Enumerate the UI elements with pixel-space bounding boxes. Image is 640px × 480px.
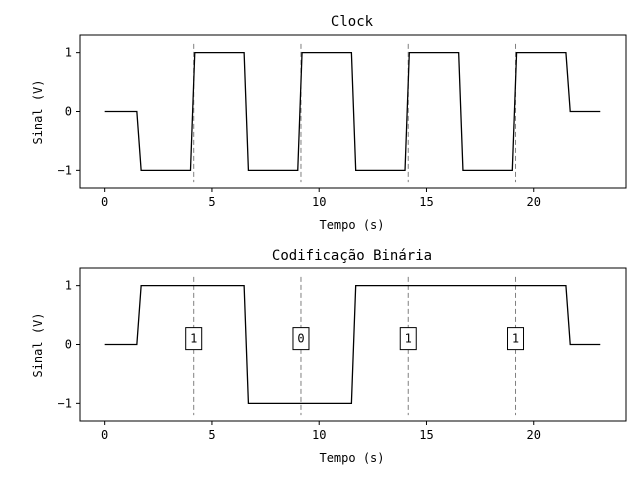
- x-tick-label: 20: [527, 195, 541, 209]
- bit-label-box: [507, 327, 525, 351]
- y-axis-label: Sinal (V): [31, 79, 45, 144]
- x-tick-label: 15: [419, 195, 433, 209]
- y-axis-label: Sinal (V): [31, 312, 45, 377]
- bit-label-text: 1: [512, 332, 519, 346]
- x-tick-label: 10: [312, 195, 326, 209]
- clock-chart: Clock 0 5 10 15 20 −1 0 1 Tempo (s) Sinal (V): [31, 14, 627, 232]
- x-tick-label: 5: [208, 195, 215, 209]
- y-ticks: −1 0 1: [58, 46, 80, 177]
- x-axis-label: Tempo (s): [319, 218, 384, 232]
- y-tick-label: 0: [65, 105, 72, 119]
- bit-label-box: [292, 327, 310, 351]
- bit-label: 0: [292, 327, 310, 351]
- x-tick-label: 0: [101, 428, 108, 442]
- bit-label-box: [185, 327, 203, 351]
- x-tick-label: 10: [312, 428, 326, 442]
- series: [104, 52, 601, 172]
- bit-label-box: [399, 327, 417, 351]
- chart-title: Clock: [331, 14, 374, 30]
- y-tick-label: 1: [65, 46, 72, 60]
- x-tick-label: 0: [101, 195, 108, 209]
- bit-label-text: 0: [297, 332, 304, 346]
- y-ticks: −1 0 1: [58, 279, 80, 410]
- bit-label: 1: [507, 327, 525, 351]
- y-tick-label: −1: [58, 396, 72, 410]
- x-axis-label: Tempo (s): [319, 451, 384, 465]
- series-line: [104, 284, 601, 405]
- bit-label: 1: [399, 327, 417, 351]
- series: [104, 284, 601, 405]
- annotations: 1 0 1 1: [185, 327, 525, 351]
- x-ticks: 0 5 10 15 20: [101, 188, 541, 209]
- vlines: [193, 43, 517, 183]
- bit-label: 1: [185, 327, 203, 351]
- chart-title: Codificação Binária: [272, 248, 432, 264]
- y-tick-label: 0: [65, 338, 72, 352]
- x-ticks: 0 5 10 15 20: [101, 421, 541, 442]
- x-tick-label: 15: [419, 428, 433, 442]
- y-tick-label: −1: [58, 163, 72, 177]
- x-tick-label: 5: [208, 428, 215, 442]
- vlines: [193, 276, 517, 416]
- bit-label-text: 1: [405, 332, 412, 346]
- y-tick-label: 1: [65, 279, 72, 293]
- series-line: [104, 52, 601, 172]
- bit-label-text: 1: [190, 332, 197, 346]
- x-tick-label: 20: [527, 428, 541, 442]
